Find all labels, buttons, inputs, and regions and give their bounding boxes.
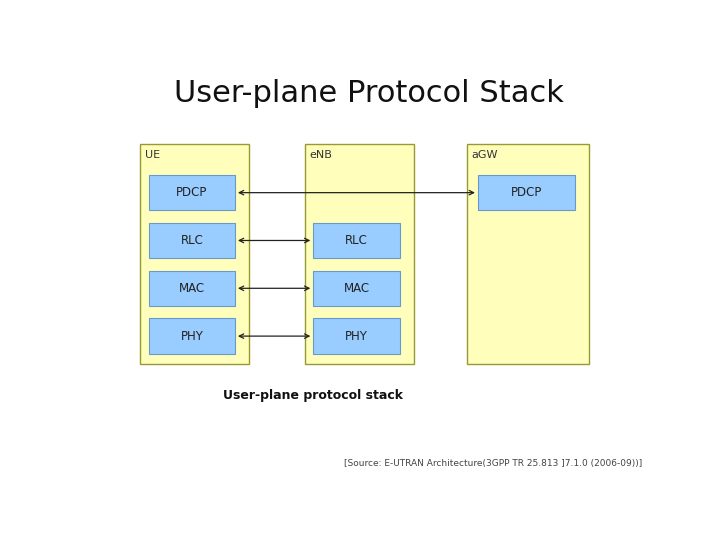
Bar [140, 144, 249, 364]
Text: PHY: PHY [181, 329, 203, 342]
Text: MAC: MAC [343, 282, 369, 295]
Text: MAC: MAC [179, 282, 205, 295]
Text: User-plane Protocol Stack: User-plane Protocol Stack [174, 79, 564, 109]
Text: aGW: aGW [471, 150, 498, 160]
Bar [148, 175, 235, 210]
Bar [148, 319, 235, 354]
Text: [Source: E-UTRAN Architecture(3GPP TR 25.813 ]7.1.0 (2006-09))]: [Source: E-UTRAN Architecture(3GPP TR 25… [344, 460, 642, 469]
Bar [148, 223, 235, 258]
Text: PDCP: PDCP [511, 186, 542, 199]
Text: RLC: RLC [181, 234, 203, 247]
Bar [467, 144, 590, 364]
Bar [478, 175, 575, 210]
Text: eNB: eNB [310, 150, 332, 160]
Text: UE: UE [145, 150, 160, 160]
Bar [313, 223, 400, 258]
Bar [313, 271, 400, 306]
Bar [313, 319, 400, 354]
Text: PHY: PHY [345, 329, 368, 342]
Text: User-plane protocol stack: User-plane protocol stack [223, 389, 403, 402]
Bar [148, 271, 235, 306]
Text: RLC: RLC [345, 234, 368, 247]
Bar [305, 144, 414, 364]
Text: PDCP: PDCP [176, 186, 207, 199]
